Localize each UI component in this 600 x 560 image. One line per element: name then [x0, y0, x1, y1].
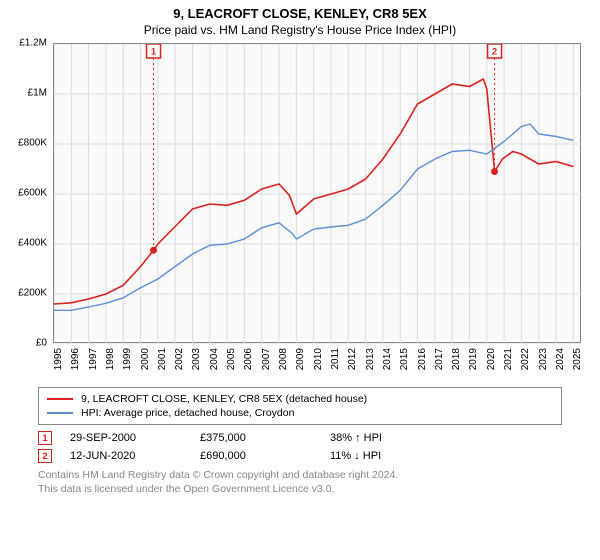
x-axis-label: 2003: [191, 348, 202, 378]
y-axis-label: £600K: [7, 188, 47, 199]
x-axis-label: 2011: [330, 348, 341, 378]
legend-swatch: [47, 412, 73, 414]
chart-area: £0£200K£400K£600K£800K£1M£1.2M 12 199519…: [35, 43, 595, 383]
x-axis-label: 2002: [174, 348, 185, 378]
x-axis-label: 2009: [295, 348, 306, 378]
svg-text:1: 1: [151, 47, 157, 58]
x-axis-label: 2019: [468, 348, 479, 378]
x-axis-label: 2006: [243, 348, 254, 378]
x-axis-label: 2004: [209, 348, 220, 378]
x-axis-label: 2014: [382, 348, 393, 378]
x-axis-label: 1999: [122, 348, 133, 378]
svg-text:2: 2: [492, 47, 497, 58]
x-axis-label: 2023: [538, 348, 549, 378]
y-axis-label: £1.2M: [7, 38, 47, 49]
x-axis-label: 2015: [399, 348, 410, 378]
x-axis-label: 2017: [434, 348, 445, 378]
x-axis-label: 1998: [105, 348, 116, 378]
x-axis-label: 1997: [88, 348, 99, 378]
marker-badge: 2: [38, 449, 52, 463]
x-axis-label: 2018: [451, 348, 462, 378]
y-axis-label: £200K: [7, 288, 47, 299]
legend-row: HPI: Average price, detached house, Croy…: [47, 406, 553, 420]
footer: Contains HM Land Registry data © Crown c…: [38, 469, 562, 496]
x-axis-label: 1996: [70, 348, 81, 378]
x-axis-label: 1995: [53, 348, 64, 378]
footer-line: Contains HM Land Registry data © Crown c…: [38, 469, 562, 483]
x-axis-label: 2022: [520, 348, 531, 378]
marker-date: 12-JUN-2020: [70, 450, 200, 462]
marker-delta: 38% ↑ HPI: [330, 432, 460, 444]
x-axis-label: 2020: [486, 348, 497, 378]
footer-line: This data is licensed under the Open Gov…: [38, 483, 562, 497]
legend-row: 9, LEACROFT CLOSE, KENLEY, CR8 5EX (deta…: [47, 392, 553, 406]
y-axis-label: £0: [7, 338, 47, 349]
chart-title: 9, LEACROFT CLOSE, KENLEY, CR8 5EX: [0, 0, 600, 21]
legend-label: 9, LEACROFT CLOSE, KENLEY, CR8 5EX (deta…: [81, 393, 367, 405]
x-axis-label: 2012: [347, 348, 358, 378]
chart-subtitle: Price paid vs. HM Land Registry's House …: [0, 21, 600, 43]
x-axis-label: 2005: [226, 348, 237, 378]
y-axis-label: £400K: [7, 238, 47, 249]
marker-badge: 1: [38, 431, 52, 445]
x-axis-label: 2001: [157, 348, 168, 378]
x-axis-label: 2024: [555, 348, 566, 378]
x-axis-label: 2007: [261, 348, 272, 378]
legend-swatch: [47, 398, 73, 400]
plot: 12: [53, 43, 581, 343]
x-axis-label: 2008: [278, 348, 289, 378]
x-axis-label: 2025: [572, 348, 583, 378]
x-axis-label: 2000: [140, 348, 151, 378]
x-axis-label: 2021: [503, 348, 514, 378]
y-axis-label: £800K: [7, 138, 47, 149]
marker-row: 2 12-JUN-2020 £690,000 11% ↓ HPI: [38, 447, 562, 465]
marker-price: £690,000: [200, 450, 330, 462]
y-axis-label: £1M: [7, 88, 47, 99]
marker-row: 1 29-SEP-2000 £375,000 38% ↑ HPI: [38, 429, 562, 447]
legend-label: HPI: Average price, detached house, Croy…: [81, 407, 294, 419]
legend: 9, LEACROFT CLOSE, KENLEY, CR8 5EX (deta…: [38, 387, 562, 425]
marker-price: £375,000: [200, 432, 330, 444]
marker-date: 29-SEP-2000: [70, 432, 200, 444]
marker-table: 1 29-SEP-2000 £375,000 38% ↑ HPI 2 12-JU…: [38, 429, 562, 465]
x-axis-label: 2013: [365, 348, 376, 378]
x-axis-label: 2016: [417, 348, 428, 378]
marker-delta: 11% ↓ HPI: [330, 450, 460, 462]
x-axis-label: 2010: [313, 348, 324, 378]
